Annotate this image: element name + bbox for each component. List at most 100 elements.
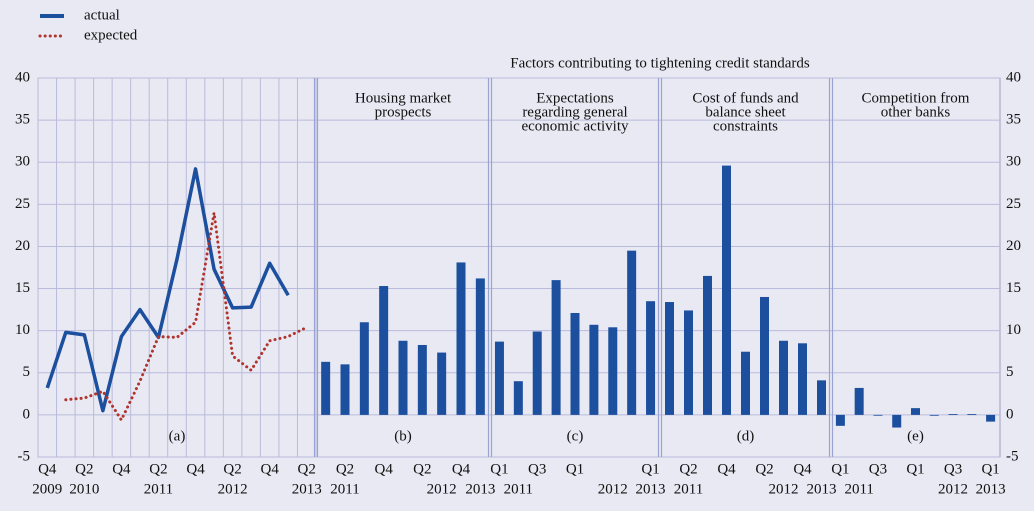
bar [929,414,939,416]
bar [475,278,485,415]
y2-tick-label: 35 [1006,112,1021,128]
y2-tick-label: 30 [1006,154,1021,170]
panel-title: economic activity [521,118,629,134]
x-tick-label: Q4 [452,461,471,477]
x-tick-label: Q2 [223,461,241,477]
panel-title: balance sheet [705,104,786,120]
bar [911,408,920,415]
x-tick-label: Q2 [679,461,697,477]
x-tick-label: Q3 [528,461,546,477]
bar [494,341,504,415]
panel-label: (c) [567,428,584,444]
y-tick-label: 25 [15,196,30,212]
x-tick-label: Q1 [641,461,659,477]
bar [627,250,637,415]
x-year-label: 2009 [32,481,62,497]
bar [835,414,845,426]
chart-title: Factors contributing to tightening credi… [510,55,810,71]
x-tick-label: Q1 [906,461,924,477]
bar [437,352,447,415]
panel-label: (d) [737,428,755,444]
panel-title: Cost of funds and [692,90,799,106]
bar [892,414,902,428]
bar [340,364,350,415]
x-year-label: 2011 [674,481,703,497]
legend-label: expected [84,27,138,43]
panel-title: Competition from [862,90,970,106]
x-tick-label: Q1 [490,461,508,477]
bar [513,381,523,415]
x-year-label: 2013 [292,481,322,497]
bar [873,414,883,416]
x-tick-label: Q1 [831,461,849,477]
y2-tick-label: 40 [1006,69,1021,85]
bar [551,280,561,415]
x-year-label: 2013 [465,481,495,497]
y-tick-label: 40 [15,69,30,85]
x-tick-label: Q3 [944,461,962,477]
x-tick-label: Q4 [793,461,812,477]
panel-title: constraints [713,118,778,134]
bar [967,414,977,415]
x-year-label: 2012 [769,481,799,497]
bar [722,165,731,415]
bar [760,296,769,415]
y-tick-label: 30 [15,154,30,170]
x-tick-label: Q1 [566,461,584,477]
x-year-label: 2013 [807,481,837,497]
y2-tick-label: 20 [1006,238,1021,254]
bar [646,301,656,415]
x-tick-label: Q4 [38,461,57,477]
x-year-label: 2013 [976,481,1006,497]
bar [854,387,864,415]
x-tick-label: Q2 [413,461,431,477]
panel-title: regarding general [522,104,627,120]
x-year-label: 2012 [598,481,628,497]
x-year-label: 2012 [938,481,968,497]
y2-tick-label: 0 [1006,406,1014,422]
y2-tick-label: -5 [1006,448,1019,464]
bar [417,344,427,415]
bar [817,380,826,415]
x-tick-label: Q2 [75,461,93,477]
y-tick-label: 15 [15,280,30,296]
x-tick-label: Q3 [869,461,887,477]
bar [321,361,331,415]
bar [532,331,542,415]
x-year-label: 2011 [144,481,173,497]
bar [986,414,996,422]
x-tick-label: Q4 [374,461,393,477]
x-year-label: 2011 [330,481,359,497]
bar [589,324,599,415]
bar [741,351,750,415]
bar [570,312,580,415]
panel-title: other banks [881,104,951,120]
panel-label: (a) [169,428,186,444]
y-tick-label: 10 [15,322,30,338]
x-tick-label: Q4 [112,461,131,477]
y-tick-label: -5 [18,448,31,464]
y-tick-label: 0 [23,406,31,422]
bar [456,262,466,415]
y2-tick-label: 15 [1006,280,1021,296]
x-tick-label: Q2 [755,461,773,477]
bar [379,286,389,415]
y2-tick-label: 10 [1006,322,1021,338]
bar [398,340,408,415]
bar [684,310,693,415]
line-series [64,212,309,424]
panel-title: Housing market [355,90,452,106]
x-year-label: 2012 [427,481,457,497]
x-tick-label: Q4 [717,461,736,477]
line-series [45,167,290,413]
x-tick-label: Q4 [186,461,205,477]
panel-label: (b) [394,428,412,444]
bar [798,343,807,415]
x-tick-label: Q1 [981,461,999,477]
x-tick-label: Q2 [149,461,167,477]
x-year-label: 2013 [636,481,666,497]
x-tick-label: Q2 [298,461,316,477]
x-year-label: 2011 [844,481,873,497]
y-tick-label: 35 [15,112,30,128]
